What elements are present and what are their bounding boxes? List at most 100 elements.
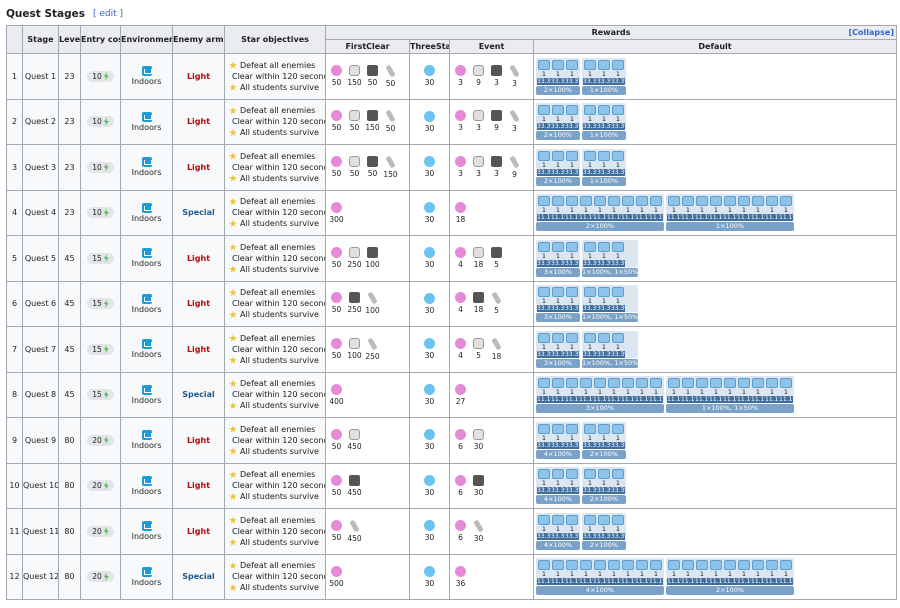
armor-type: Special [182,208,215,218]
reward-item: 100 [365,291,380,315]
ticket-icon [349,155,360,167]
environment-cell: Indoors [120,98,173,145]
default-reward-qty: 1 [755,388,761,397]
table-row: 11 Quest 11 80 20 Indoors Light Defeat all ene… [6,508,897,555]
event-cell: 3 3 3 9 [449,144,534,191]
default-reward-qty: 1 [555,433,561,442]
equipment-icon [668,196,680,207]
objective: All students survive [229,400,325,411]
table-row: 7 Quest 7 45 15 Indoors Light Defeat all enemi… [6,326,897,373]
objective-text: Defeat all enemies [240,106,316,116]
default-reward-qty: 1 [699,570,705,579]
environment-label: Indoors [131,486,162,496]
default-reward-qty: 1 [541,433,547,442]
equipment-icon [738,196,750,207]
armor-cell: Special [172,371,225,418]
bolt-icon [103,481,109,490]
reward-qty: 250 [365,351,380,361]
stage-name: Quest 10 [22,462,59,509]
star-icon [229,128,237,137]
default-reward-item: 111.1% [593,195,607,222]
pyroxene-icon [455,519,466,531]
reward-group: 111.1%111.1%111.1%111.1%111.1%111.1%111.… [666,194,794,232]
drop-summary: 4×100% [536,495,580,505]
default-reward-qty: 1 [555,479,561,488]
default-reward-item: 133.3% [583,514,597,540]
default-cell: 133.3%133.3%133.3%2×100%133.3%133.3%133.… [533,144,897,191]
objective: All students survive [229,82,325,93]
reward-group: 133.3%133.3%133.3%1×100%, 1×50% [582,285,639,323]
case-icon [491,247,502,259]
drop-summary: 2×100% [536,176,580,186]
pyroxene-icon [455,292,466,304]
header-default: Default [533,39,897,54]
event-cell: 6 30 [449,417,534,464]
reward-qty: 6 [458,487,463,497]
row-index: 8 [6,371,23,418]
equipment-icon [566,105,578,116]
default-reward-qty: 1 [569,524,575,533]
drop-rate: 33.3% [611,123,625,131]
pen-icon [349,519,360,533]
equipment-icon [552,59,564,70]
equipment-icon [668,378,680,389]
equipment-icon [724,560,736,571]
reward-group: 111.1%111.1%111.1%111.1%111.1%111.1%111.… [666,558,794,596]
objectives-cell: Defeat all enemies Clear within 120 secon… [224,326,326,373]
objective-text: All students survive [240,128,319,138]
equipment-icon [598,150,610,161]
stage-level: 45 [58,235,81,282]
environment-label: Indoors [131,577,162,587]
equipment-icon [612,514,624,525]
equipment-icon [668,560,680,571]
entry-cost: 10 [80,189,121,236]
objective-text: Defeat all enemies [240,561,316,571]
reward-qty: 3 [494,77,499,87]
stage-level: 45 [58,326,81,373]
default-cell: 133.3%133.3%133.3%3×100%133.3%133.3%133.… [533,235,897,282]
reward-item: 30 [422,474,437,497]
equipment-icon [538,105,550,116]
default-reward-qty: 1 [541,570,547,579]
reward-group: 133.3%133.3%133.3%1×100% [582,57,626,95]
three-star-cell: 30 [409,326,450,373]
reward-group: 133.3%133.3%133.3%2×100% [536,148,580,186]
default-cell: 133.3%133.3%133.3%4×100%133.3%133.3%133.… [533,417,897,464]
equipment-icon [636,378,648,389]
drop-rate: 11.1% [537,396,551,404]
default-reward-item: 133.3% [537,59,551,85]
default-reward-item: 133.3% [551,286,565,313]
environment-label: Indoors [131,77,162,87]
default-reward-item: 133.3% [537,104,551,131]
bolt-icon [103,254,109,263]
default-reward-item: 133.3% [611,514,625,540]
reward-qty: 30 [424,578,435,588]
reward-qty: 18 [473,260,484,270]
drop-rate: 11.1% [565,214,579,222]
pyroxene-icon [331,565,342,577]
reward-item: 3 [507,64,522,88]
edit-link[interactable]: [ edit ] [93,9,124,19]
row-index: 3 [6,144,23,191]
reward-item: 50 [329,247,344,269]
reward-group: 111.1%111.1%111.1%111.1%111.1%111.1%111.… [536,376,664,414]
default-reward-item: 133.3% [611,286,625,313]
default-reward-qty: 1 [625,388,631,397]
reward-item: 30 [471,519,486,543]
entry-cost: 20 [80,553,121,600]
collapse-button[interactable]: [Collapse] [848,28,894,37]
pyroxene-icon [331,337,342,349]
drop-rate: 33.3% [551,532,565,540]
drop-rate: 11.1% [695,396,709,404]
drop-rate: 11.1% [565,396,579,404]
equipment-icon [598,241,610,252]
equipment-icon [566,241,578,252]
equipment-icon [780,378,792,389]
equipment-icon [636,560,648,571]
reward-item: 6 [453,474,468,497]
pyroxene-icon [455,337,466,349]
drop-rate: 11.1% [667,396,681,404]
ticket-icon [349,337,360,349]
drop-rate: 11.1% [621,396,635,404]
drop-rate: 33.3% [583,123,597,131]
